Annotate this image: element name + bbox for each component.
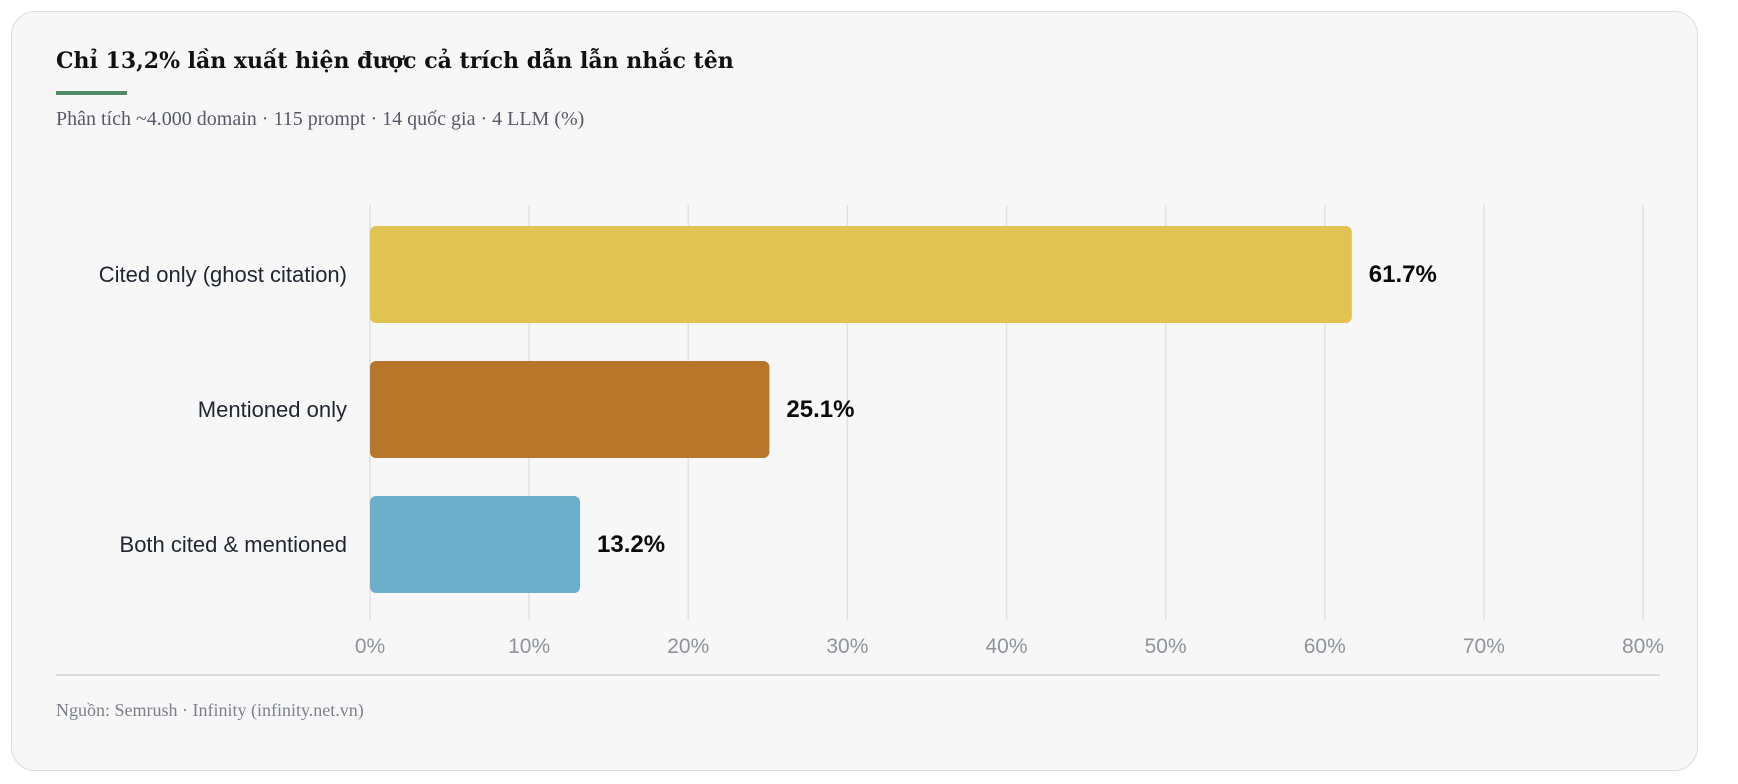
value-label: 61.7% (1369, 261, 1437, 288)
bar[interactable] (370, 226, 1352, 323)
x-tick-label: 60% (1304, 635, 1346, 658)
title-accent-underline (56, 91, 127, 95)
labels: Cited only (ghost citation) 61.7% Mentione… (99, 261, 1437, 558)
source-note: Nguồn: Semrush · Infinity (infinity.net.… (56, 700, 364, 720)
x-tick-label: 0% (355, 635, 385, 658)
value-label: 25.1% (786, 396, 854, 423)
bar[interactable] (370, 361, 770, 458)
chart-card (11, 11, 1698, 771)
category-label: Mentioned only (198, 397, 347, 422)
chart-subtitle: Phân tích ~4.000 domain · 115 prompt · 1… (56, 108, 585, 130)
x-axis: 0% 10% 20% 30% 40% 50% 60% 70% 80% (355, 635, 1664, 658)
bar[interactable] (370, 496, 581, 593)
x-tick-label: 40% (985, 635, 1027, 658)
value-label: 13.2% (597, 531, 665, 558)
x-tick-label: 50% (1145, 635, 1187, 658)
x-tick-label: 20% (667, 635, 709, 658)
category-label: Both cited & mentioned (120, 532, 347, 557)
x-tick-label: 80% (1622, 635, 1664, 658)
x-tick-label: 30% (826, 635, 868, 658)
bars (370, 226, 1352, 593)
chart-title: Chỉ 13,2% lần xuất hiện được cả trích dẫ… (56, 48, 734, 74)
footer-divider (56, 674, 1660, 676)
x-tick-label: 10% (508, 635, 550, 658)
category-label: Cited only (ghost citation) (99, 262, 347, 287)
x-tick-label: 70% (1463, 635, 1505, 658)
